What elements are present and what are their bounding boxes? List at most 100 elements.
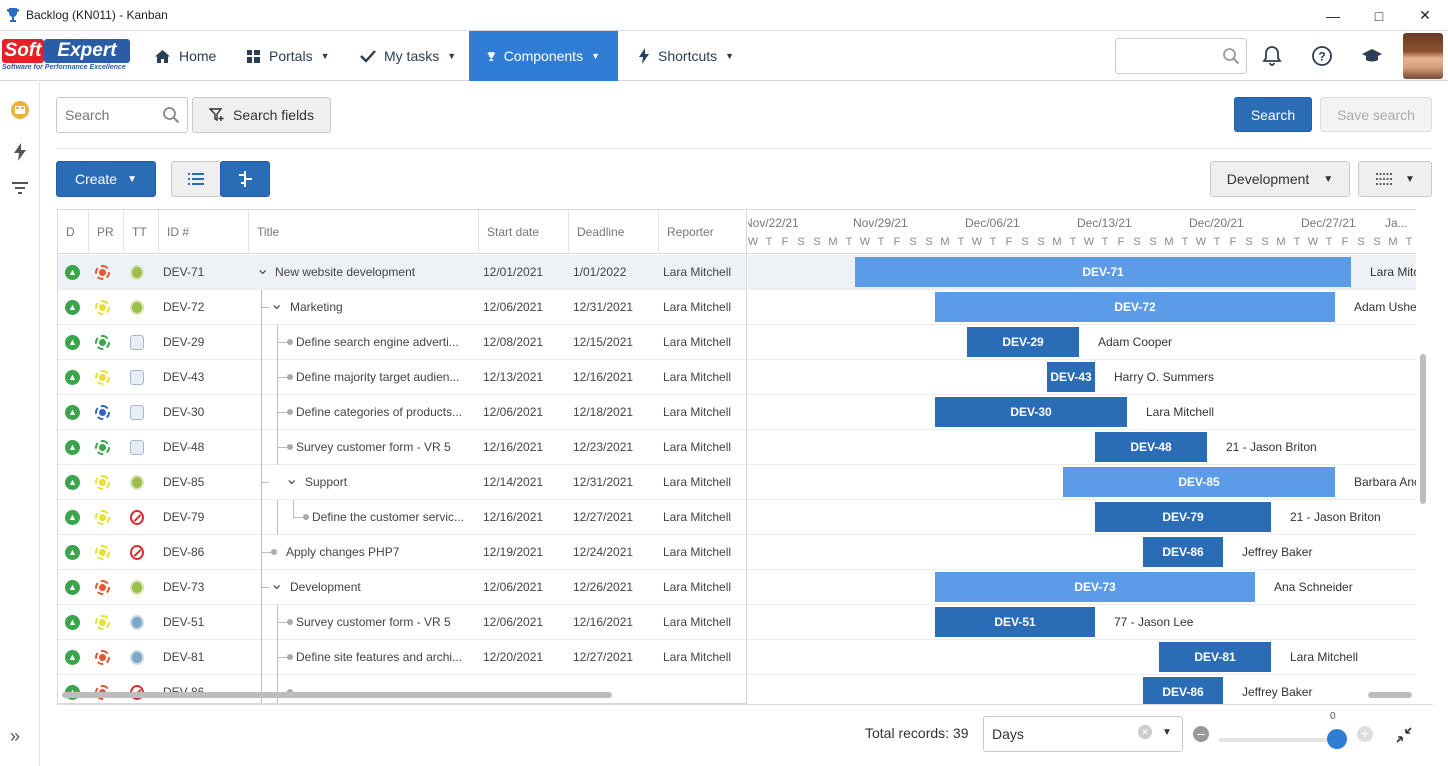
maximize-button[interactable]: □ — [1374, 7, 1384, 24]
zoom-slider-track[interactable] — [1219, 738, 1339, 742]
nav-portals[interactable]: Portals ▼ — [232, 31, 344, 81]
row-title[interactable]: Development — [290, 580, 361, 594]
row-title[interactable]: Define the customer servic... — [312, 510, 465, 524]
softexpert-logo[interactable]: Soft Expert Software for Performance Exc… — [2, 39, 130, 73]
table-row[interactable]: ▲ DEV-43 Define majority target audien... 1… — [58, 360, 746, 395]
gantt-bar[interactable]: DEV-81 — [1159, 642, 1271, 672]
row-title[interactable]: Define categories of products... — [296, 405, 463, 419]
row-start-date: 12/08/2021 — [483, 335, 544, 349]
chevron-down-icon: ▼ — [1405, 173, 1415, 185]
table-row[interactable]: ▲ DEV-86 Apply changes PHP7 12/19/2021 12/24… — [58, 535, 746, 570]
table-row[interactable]: ▲ DEV-71 ⌄ New website development 12/01/202… — [58, 255, 746, 290]
row-deadline: 12/31/2021 — [573, 475, 634, 489]
gantt-bar[interactable]: DEV-51 — [935, 607, 1095, 637]
gantt-vertical-scrollbar[interactable] — [1420, 354, 1426, 504]
column-header-deadline[interactable]: Deadline — [569, 210, 659, 254]
save-search-button[interactable]: Save search — [1320, 97, 1432, 132]
table-row[interactable]: ▲DEV-86 — [58, 675, 746, 703]
nav-components[interactable]: Components ▼ — [469, 31, 618, 81]
bell-icon[interactable] — [1260, 44, 1284, 68]
lightning-icon[interactable] — [10, 142, 30, 162]
avatar[interactable] — [1403, 33, 1443, 79]
chevron-down-icon[interactable]: ⌄ — [270, 576, 284, 593]
gantt-horizontal-scrollbar[interactable] — [1368, 692, 1412, 698]
row-title[interactable]: Survey customer form - VR 5 — [296, 440, 451, 454]
gantt-bar[interactable]: DEV-79 — [1095, 502, 1271, 532]
close-button[interactable]: ✕ — [1419, 7, 1431, 23]
grid-horizontal-scrollbar[interactable] — [62, 692, 612, 698]
column-header-reporter[interactable]: Reporter — [659, 210, 746, 254]
gantt-row: DEV-85 Barbara Anc — [748, 465, 1416, 500]
row-title[interactable]: Define majority target audien... — [296, 370, 460, 384]
table-row[interactable]: ▲ DEV-73 ⌄ Development 12/06/2021 12/26/2021 L… — [58, 570, 746, 605]
column-header-tt[interactable]: TT — [124, 210, 159, 254]
table-row[interactable]: ▲ DEV-51 Survey customer form - VR 5 12/06/… — [58, 605, 746, 640]
timeline-day-label: M — [1388, 236, 1398, 248]
column-header-id[interactable]: ID # — [159, 210, 249, 254]
table-row[interactable]: ▲ DEV-29 Define search engine adverti... 12… — [58, 325, 746, 360]
nav-shortcuts[interactable]: Shortcuts ▼ — [624, 31, 748, 81]
chevron-down-icon[interactable]: ⌄ — [270, 296, 284, 313]
gantt-bar[interactable]: DEV-73 — [935, 572, 1255, 602]
view-dropdown[interactable]: Development ▼ — [1210, 161, 1350, 197]
global-search-input[interactable] — [1115, 38, 1247, 74]
table-row[interactable]: ▲ DEV-79 Define the customer servic... 12/1… — [58, 500, 746, 535]
gantt-bar[interactable]: DEV-86 — [1143, 537, 1223, 567]
timeline-week-label: Dec/20/21 — [1189, 216, 1244, 230]
nav-home[interactable]: Home — [140, 31, 230, 81]
gantt-bar[interactable]: DEV-71 — [855, 257, 1351, 287]
filter-icon[interactable] — [10, 178, 30, 198]
column-header-title[interactable]: Title — [249, 210, 479, 254]
gantt-bar[interactable]: DEV-85 — [1063, 467, 1335, 497]
gantt-view-button[interactable] — [220, 161, 270, 197]
columns-settings-dropdown[interactable]: ▼ — [1358, 161, 1432, 197]
row-reporter: Lara Mitchell — [663, 650, 732, 664]
graduation-cap-icon[interactable] — [1360, 44, 1384, 68]
list-view-button[interactable] — [171, 161, 221, 197]
search-icon[interactable] — [162, 106, 180, 124]
time-scale-select[interactable]: Days ✕ ▼ — [983, 716, 1183, 752]
timeline-day-label: F — [1117, 236, 1125, 248]
gantt-bar[interactable]: DEV-72 — [935, 292, 1335, 322]
search-fields-button[interactable]: Search fields — [192, 97, 331, 133]
row-title[interactable]: New website development — [275, 265, 416, 279]
column-header-pr[interactable]: PR — [89, 210, 124, 254]
gantt-bar[interactable]: DEV-43 — [1047, 362, 1095, 392]
arrow-up-icon: ▲ — [65, 265, 80, 280]
search-text[interactable] — [65, 106, 155, 124]
row-title[interactable]: Define search engine adverti... — [296, 335, 459, 349]
row-title[interactable]: Survey customer form - VR 5 — [296, 615, 451, 629]
expand-sidebar-icon[interactable]: » — [10, 726, 21, 746]
row-title[interactable]: Marketing — [290, 300, 343, 314]
gantt-bar[interactable]: DEV-48 — [1095, 432, 1207, 462]
gantt-bar[interactable]: DEV-86 — [1143, 677, 1223, 704]
search-button[interactable]: Search — [1234, 97, 1312, 132]
table-row[interactable]: ▲ DEV-48 Survey customer form - VR 5 12/16/… — [58, 430, 746, 465]
zoom-slider-handle[interactable] — [1327, 729, 1347, 749]
column-header-d[interactable]: D — [58, 210, 89, 254]
gantt-bar[interactable]: DEV-30 — [935, 397, 1127, 427]
collapse-icon[interactable] — [1395, 726, 1413, 744]
table-row[interactable]: ▲ DEV-85 ⌄ Support 12/14/2021 12/31/2021 Lara … — [58, 465, 746, 500]
create-button[interactable]: Create ▼ — [56, 161, 156, 197]
row-title[interactable] — [296, 675, 475, 703]
zoom-in-icon[interactable]: + — [1357, 726, 1373, 742]
table-row[interactable]: ▲ DEV-72 ⌄ Marketing 12/06/2021 12/31/2021 Lar… — [58, 290, 746, 325]
gantt-bar[interactable]: DEV-29 — [967, 327, 1079, 357]
row-title[interactable]: Define site features and archi... — [296, 650, 463, 664]
minimize-button[interactable]: — — [1326, 7, 1340, 24]
search-input[interactable] — [56, 97, 188, 133]
chevron-down-icon[interactable]: ⌄ — [285, 471, 299, 488]
table-row[interactable]: ▲ DEV-30 Define categories of products... 1… — [58, 395, 746, 430]
zoom-out-icon[interactable]: – — [1193, 726, 1209, 742]
row-title[interactable]: Apply changes PHP7 — [286, 545, 400, 559]
nav-my-tasks[interactable]: My tasks ▼ — [346, 31, 470, 81]
chevron-down-icon[interactable]: ⌄ — [256, 261, 270, 278]
row-title[interactable]: Support — [305, 475, 348, 489]
clear-icon[interactable]: ✕ — [1138, 725, 1152, 739]
help-icon[interactable]: ? — [1310, 44, 1334, 68]
table-row[interactable]: ▲ DEV-81 Define site features and archi...… — [58, 640, 746, 675]
column-header-start-date[interactable]: Start date — [479, 210, 569, 254]
timeline-day-label: F — [781, 236, 789, 248]
kanban-board-icon[interactable] — [10, 100, 30, 120]
